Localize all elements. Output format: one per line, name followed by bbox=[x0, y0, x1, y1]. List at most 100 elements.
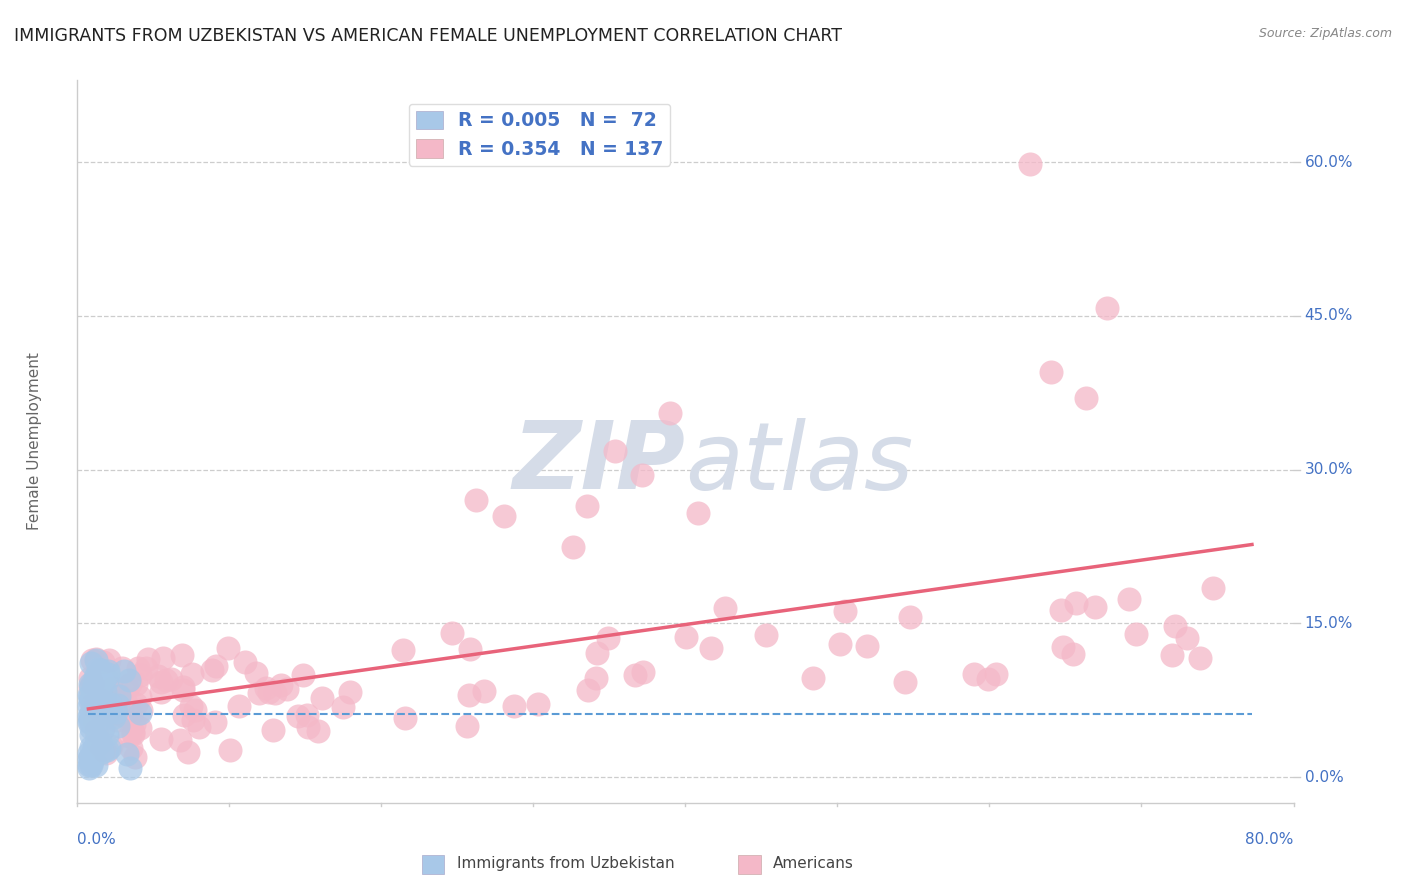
Point bbox=[84, 757, 107, 772]
Point bbox=[118, 677, 141, 691]
Point bbox=[562, 540, 585, 554]
Point bbox=[107, 719, 129, 733]
Point bbox=[77, 709, 100, 723]
Point bbox=[855, 639, 877, 653]
Point bbox=[124, 749, 146, 764]
Point bbox=[97, 706, 120, 720]
Point bbox=[77, 746, 100, 760]
Point bbox=[83, 680, 105, 694]
Point bbox=[89, 693, 111, 707]
Point bbox=[86, 662, 108, 676]
Point bbox=[77, 761, 100, 775]
Point bbox=[233, 655, 256, 669]
Point bbox=[79, 749, 101, 764]
Point bbox=[828, 637, 851, 651]
Point bbox=[270, 678, 292, 692]
Point bbox=[135, 661, 157, 675]
Point bbox=[91, 742, 114, 756]
Point bbox=[83, 687, 105, 701]
Text: 15.0%: 15.0% bbox=[1305, 616, 1353, 631]
Point bbox=[125, 677, 148, 691]
Point bbox=[91, 706, 114, 720]
Point bbox=[297, 720, 319, 734]
Point bbox=[311, 690, 333, 705]
Point bbox=[97, 740, 120, 755]
Point bbox=[80, 692, 103, 706]
Point bbox=[204, 714, 226, 729]
Point bbox=[1064, 596, 1087, 610]
Point bbox=[94, 705, 117, 719]
Point bbox=[91, 745, 114, 759]
Text: Americans: Americans bbox=[773, 856, 855, 871]
Point bbox=[79, 757, 101, 772]
Point bbox=[159, 672, 181, 686]
Point bbox=[184, 703, 207, 717]
Point bbox=[181, 713, 204, 727]
Point bbox=[82, 692, 104, 706]
Point bbox=[84, 723, 107, 738]
Point bbox=[83, 679, 105, 693]
Point bbox=[129, 706, 152, 720]
Point bbox=[603, 444, 626, 458]
Point bbox=[699, 640, 721, 655]
Text: 45.0%: 45.0% bbox=[1305, 309, 1353, 324]
Point bbox=[83, 714, 105, 728]
Legend: R = 0.005   N =  72, R = 0.354   N = 137: R = 0.005 N = 72, R = 0.354 N = 137 bbox=[409, 103, 671, 166]
Point bbox=[79, 694, 101, 708]
Point bbox=[585, 671, 607, 685]
Point bbox=[1175, 631, 1198, 645]
Point bbox=[1125, 627, 1147, 641]
Point bbox=[576, 499, 599, 513]
Text: ZIP: ZIP bbox=[513, 417, 686, 509]
Point bbox=[91, 723, 114, 737]
Point bbox=[77, 714, 100, 729]
Point bbox=[276, 682, 298, 697]
Point bbox=[103, 710, 125, 724]
Point bbox=[98, 698, 121, 712]
Point bbox=[79, 671, 101, 685]
Point bbox=[150, 731, 173, 746]
Point bbox=[1084, 600, 1107, 615]
Point bbox=[94, 746, 117, 760]
Point bbox=[87, 736, 110, 750]
Point bbox=[80, 728, 103, 742]
Point bbox=[86, 709, 108, 723]
Point bbox=[121, 724, 143, 739]
Text: 60.0%: 60.0% bbox=[1305, 155, 1353, 169]
Point bbox=[84, 653, 107, 667]
Point bbox=[170, 648, 193, 662]
Point bbox=[91, 671, 114, 685]
Point bbox=[254, 681, 277, 695]
Point bbox=[526, 697, 548, 711]
Point bbox=[93, 685, 115, 699]
Point bbox=[118, 761, 141, 775]
Point bbox=[150, 674, 173, 689]
Point bbox=[114, 694, 136, 708]
Point bbox=[114, 681, 136, 695]
Point bbox=[173, 708, 195, 723]
Point bbox=[287, 708, 309, 723]
Point bbox=[631, 665, 654, 679]
Text: Female Unemployment: Female Unemployment bbox=[27, 352, 42, 531]
Point bbox=[201, 663, 224, 677]
Point bbox=[128, 668, 150, 682]
Point bbox=[96, 673, 118, 687]
Point bbox=[1118, 591, 1140, 606]
Point bbox=[801, 671, 824, 685]
Point bbox=[332, 700, 354, 714]
Point bbox=[598, 631, 620, 645]
Point bbox=[307, 723, 329, 738]
Point bbox=[84, 697, 107, 711]
Point bbox=[96, 743, 118, 757]
Point bbox=[91, 721, 114, 735]
Point bbox=[110, 708, 132, 723]
Point bbox=[129, 721, 152, 735]
Point bbox=[218, 743, 240, 757]
Point bbox=[984, 667, 1007, 681]
Point bbox=[104, 705, 127, 719]
Point bbox=[136, 652, 159, 666]
Point bbox=[80, 739, 103, 754]
Point bbox=[93, 656, 115, 670]
Point bbox=[152, 650, 174, 665]
Point bbox=[84, 670, 107, 684]
